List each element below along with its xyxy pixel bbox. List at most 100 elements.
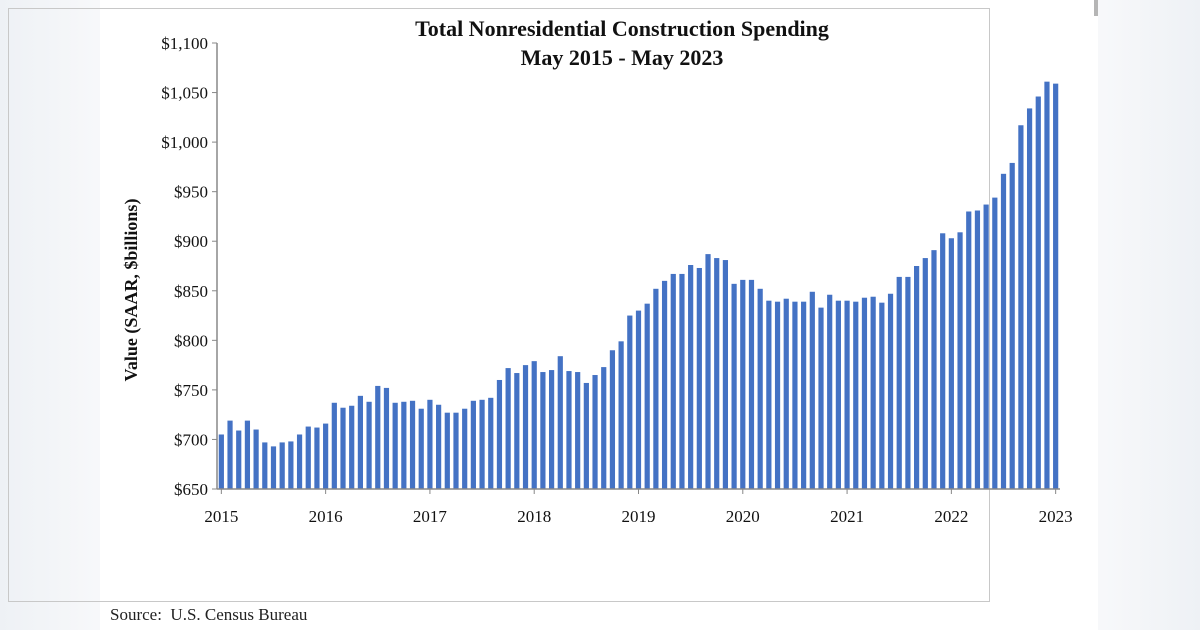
bar: [418, 408, 424, 489]
x-tick-label: 2020: [726, 507, 760, 526]
bar: [635, 310, 642, 489]
bar: [1026, 108, 1033, 489]
bar: [262, 442, 268, 489]
bar: [948, 238, 954, 489]
bar: [488, 397, 494, 489]
bar: [887, 293, 894, 489]
y-tick-label: $1,050: [161, 84, 208, 103]
bar: [314, 427, 320, 489]
x-tick-label: 2021: [830, 507, 864, 526]
bar: [627, 315, 633, 489]
bar: [531, 361, 537, 489]
bar: [905, 276, 911, 489]
bar: [340, 407, 346, 489]
scrollbar-thumb[interactable]: [1094, 0, 1098, 16]
bar: [557, 356, 563, 489]
bar: [331, 402, 337, 489]
bar: [661, 280, 668, 489]
bar: [827, 294, 833, 489]
bar: [1018, 125, 1024, 490]
bar: [548, 370, 555, 489]
bar: [392, 402, 398, 489]
bar: [592, 375, 598, 489]
y-tick-label: $750: [174, 381, 208, 400]
chart-frame: [8, 8, 990, 602]
bar: [279, 442, 285, 489]
bar: [253, 429, 259, 489]
bar: [609, 350, 616, 489]
y-tick-label: $850: [174, 282, 208, 301]
bar: [323, 423, 329, 489]
bar: [401, 401, 407, 489]
bar: [470, 400, 476, 489]
bar: [601, 367, 607, 489]
bar: [644, 303, 650, 489]
chart-subtitle: May 2015 - May 2023: [521, 45, 724, 70]
bar: [714, 258, 720, 489]
y-tick-label: $1,100: [161, 34, 208, 53]
bar: [957, 232, 963, 489]
bar: [983, 204, 989, 489]
bar: [809, 291, 815, 489]
bar: [514, 373, 520, 489]
y-axis-label: Value (SAAR, $billions): [121, 199, 142, 382]
bar: [436, 404, 442, 489]
bar: [566, 371, 572, 489]
x-tick-label: 2018: [517, 507, 551, 526]
bar: [696, 267, 702, 489]
bar: [653, 288, 659, 489]
y-tick-label: $950: [174, 183, 208, 202]
bar: [861, 297, 868, 489]
bar: [705, 254, 711, 489]
y-tick-label: $800: [174, 331, 208, 350]
x-tick-label: 2023: [1039, 507, 1073, 526]
bar: [227, 420, 233, 489]
bar: [818, 307, 824, 489]
bar: [792, 301, 798, 489]
bar: [974, 210, 981, 489]
bar: [288, 441, 294, 489]
y-tick-label: $700: [174, 430, 208, 449]
bar: [731, 283, 737, 489]
bar: [783, 298, 789, 489]
x-tick-label: 2017: [413, 507, 448, 526]
x-tick-label: 2019: [622, 507, 656, 526]
bar: [870, 296, 876, 489]
bar: [757, 288, 763, 489]
bar: [879, 302, 885, 489]
bar: [940, 233, 946, 489]
bar: [270, 446, 277, 489]
bar: [383, 387, 390, 489]
bar: [349, 405, 355, 489]
bar: [236, 430, 242, 489]
bar: [453, 412, 459, 489]
y-tick-label: $1,000: [161, 133, 208, 152]
bar: [296, 434, 303, 489]
bar: [444, 412, 450, 489]
bar: [366, 401, 372, 489]
bar: [462, 408, 468, 489]
bar: [740, 279, 746, 489]
y-tick-label: $900: [174, 232, 208, 251]
bar: [835, 300, 841, 489]
bar: [896, 276, 902, 489]
bar: [1035, 96, 1041, 490]
bar: [992, 197, 998, 489]
bar: [853, 301, 859, 489]
bar: [801, 301, 807, 489]
bar: [218, 434, 224, 489]
bar: [914, 266, 920, 489]
bar: [966, 211, 972, 489]
bar: [618, 341, 624, 489]
bar: [922, 258, 928, 489]
bar: [522, 365, 529, 489]
bar: [670, 273, 676, 489]
bar: [931, 250, 937, 489]
bar: [540, 372, 546, 489]
bar: [427, 399, 433, 489]
bar: [505, 368, 511, 489]
bar: [688, 265, 694, 489]
x-tick-label: 2015: [204, 507, 238, 526]
bar: [375, 385, 381, 489]
